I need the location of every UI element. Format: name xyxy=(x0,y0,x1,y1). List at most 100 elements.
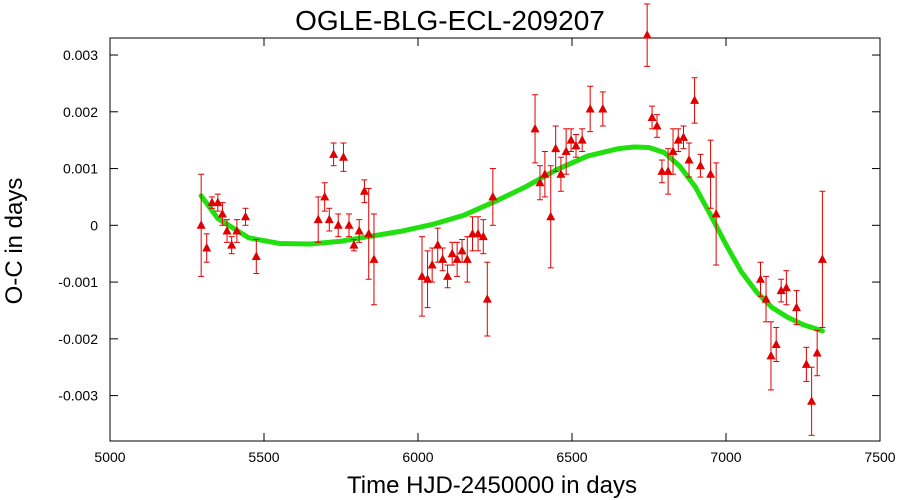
point-marker xyxy=(478,231,488,241)
data-point xyxy=(812,329,822,377)
data-point xyxy=(369,213,379,306)
data-point xyxy=(657,159,667,184)
data-point xyxy=(329,142,339,167)
data-point xyxy=(213,193,223,212)
point-marker xyxy=(433,240,443,249)
data-point xyxy=(577,128,587,153)
y-tick-label: 0 xyxy=(90,217,98,233)
point-marker xyxy=(546,211,556,221)
point-marker xyxy=(812,348,822,357)
x-tick-label: 6500 xyxy=(556,449,587,465)
data-point xyxy=(755,261,765,297)
data-point xyxy=(324,207,334,232)
data-point xyxy=(571,133,581,158)
data-point xyxy=(482,261,492,337)
data-point xyxy=(349,239,359,252)
y-axis-label: O-C in days xyxy=(1,178,28,305)
data-point xyxy=(202,233,212,263)
point-marker xyxy=(202,243,212,252)
point-marker xyxy=(530,123,540,133)
point-marker xyxy=(695,160,705,170)
data-point xyxy=(540,151,550,198)
data-point xyxy=(433,227,443,263)
point-marker xyxy=(684,155,694,164)
point-marker xyxy=(652,120,662,130)
point-marker xyxy=(585,103,595,113)
point-marker xyxy=(561,146,571,156)
point-marker xyxy=(807,396,817,405)
point-marker xyxy=(207,197,217,207)
axes: 5000 5500 6000 6500 7000 7500 0.003 0.002 0.001 0… xyxy=(58,37,896,465)
point-marker xyxy=(324,214,334,224)
point-marker xyxy=(690,95,700,104)
point-marker xyxy=(427,260,437,269)
point-marker xyxy=(571,140,581,150)
point-marker xyxy=(598,103,608,113)
x-tick-label: 7500 xyxy=(864,449,895,465)
point-marker xyxy=(329,149,339,158)
point-marker xyxy=(755,274,765,283)
x-tick-label: 7000 xyxy=(710,449,741,465)
data-point xyxy=(546,165,556,269)
data-point xyxy=(478,219,488,255)
data-point xyxy=(241,207,251,226)
data-point xyxy=(776,278,786,303)
point-marker xyxy=(642,30,652,39)
y-tick-label: 0.001 xyxy=(63,161,98,177)
data-point xyxy=(690,77,700,124)
x-tick-label: 6000 xyxy=(402,449,433,465)
y-tick-label: -0.003 xyxy=(58,388,98,404)
data-point xyxy=(668,128,678,175)
data-point xyxy=(652,114,662,138)
point-marker xyxy=(673,135,683,144)
data-point xyxy=(354,219,364,243)
x-tick-label: 5000 xyxy=(94,449,125,465)
chart-title: OGLE-BLG-ECL-209207 xyxy=(295,5,605,36)
data-point xyxy=(227,236,237,255)
data-point xyxy=(663,148,673,195)
point-marker xyxy=(776,285,786,295)
data-point xyxy=(642,3,652,67)
data-point xyxy=(359,179,369,204)
data-point xyxy=(801,346,811,382)
point-marker xyxy=(663,166,673,175)
point-marker xyxy=(241,211,251,221)
y-tick-label: 0.003 xyxy=(63,47,98,63)
fit-curve-layer xyxy=(198,144,825,334)
y-tick-label: -0.001 xyxy=(58,274,98,290)
point-marker xyxy=(452,254,462,263)
data-point xyxy=(556,156,566,192)
data-point xyxy=(706,139,716,209)
data-point xyxy=(647,105,657,130)
point-marker xyxy=(217,208,227,218)
point-marker xyxy=(222,225,232,235)
point-marker xyxy=(482,294,492,303)
x-axis-label: Time HJD-2450000 in days xyxy=(347,472,637,499)
point-marker xyxy=(657,166,667,175)
point-marker xyxy=(457,245,467,255)
point-marker xyxy=(313,214,323,224)
data-point xyxy=(678,125,688,150)
point-marker xyxy=(349,240,359,249)
data-point xyxy=(320,182,330,212)
plot-frame xyxy=(109,37,881,442)
point-marker xyxy=(706,169,716,178)
data-point xyxy=(585,85,595,133)
x-tick-label: 5500 xyxy=(248,449,279,465)
point-marker xyxy=(817,254,827,263)
point-marker xyxy=(535,177,545,187)
point-marker xyxy=(438,254,448,263)
point-marker xyxy=(771,339,781,349)
point-marker xyxy=(801,359,811,368)
point-marker xyxy=(196,220,206,229)
point-marker xyxy=(462,254,472,263)
point-marker xyxy=(447,248,457,258)
fit-curve xyxy=(198,144,825,334)
point-marker xyxy=(338,152,348,161)
data-point xyxy=(217,202,227,226)
data-point xyxy=(423,250,433,309)
point-marker xyxy=(792,302,802,312)
data-point xyxy=(566,128,576,153)
point-marker xyxy=(766,350,776,360)
